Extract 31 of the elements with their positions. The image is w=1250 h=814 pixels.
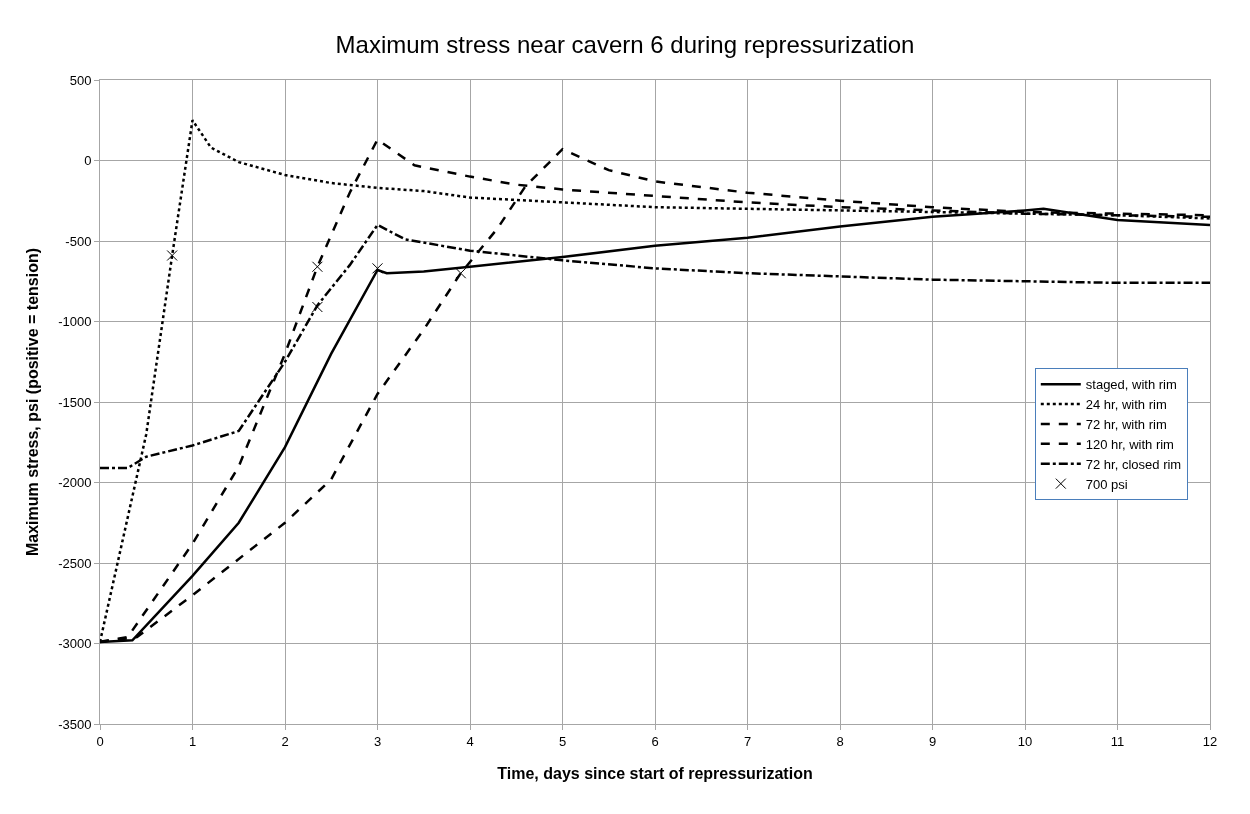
legend-label: staged, with rim	[1085, 377, 1177, 393]
y-tick-label: -2500	[58, 555, 92, 571]
y-tick-label: -2000	[58, 475, 92, 491]
x-tick-label: 11	[1110, 733, 1125, 749]
x-tick-label: 6	[651, 733, 659, 749]
x-tick-label: 1	[188, 733, 197, 749]
y-tick-label: 0	[84, 153, 92, 169]
y-tick-label: -3500	[58, 716, 92, 732]
y-tick-label: -3000	[58, 636, 92, 652]
y-tick-label: -1500	[58, 394, 92, 410]
x-tick-label: 10	[1017, 733, 1033, 749]
x-tick-label: 5	[558, 733, 567, 749]
y-tick-label: -500	[65, 233, 92, 249]
x-tick-label: 12	[1202, 733, 1218, 749]
x-tick-label: 7	[743, 733, 752, 749]
legend-label: 24 hr, with rim	[1085, 397, 1167, 413]
x-tick-label: 3	[373, 733, 382, 749]
legend-label: 72 hr, with rim	[1085, 417, 1167, 433]
x-tick-label: 4	[466, 733, 474, 749]
legend-label: 120 hr, with rim	[1085, 436, 1174, 452]
x-tick-label: 0	[96, 733, 104, 749]
y-tick-label: -1000	[58, 314, 92, 330]
x-tick-label: 9	[928, 733, 937, 749]
y-axis-title: Maximum stress, psi (positive = tension)	[24, 247, 42, 557]
y-tick-label: 500	[69, 72, 92, 88]
chart-title: Maximum stress near cavern 6 during repressurization	[335, 31, 915, 59]
legend-label: 72 hr, closed rim	[1085, 456, 1182, 472]
legend-label: 700 psi	[1085, 476, 1128, 492]
x-tick-label: 8	[836, 733, 844, 749]
x-axis-title: Time, days since start of repressurization	[497, 765, 813, 783]
x-tick-label: 2	[281, 733, 289, 749]
